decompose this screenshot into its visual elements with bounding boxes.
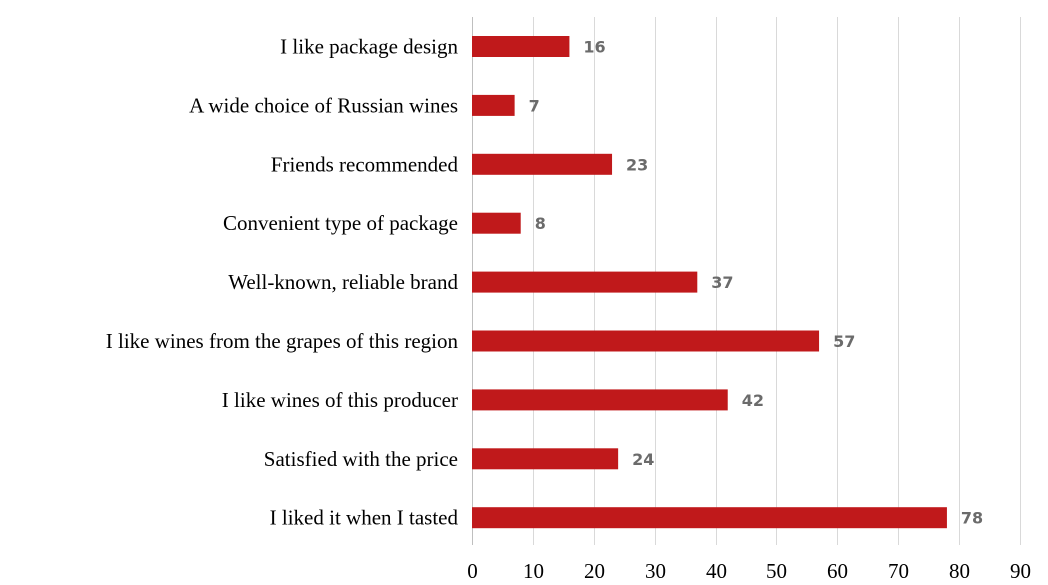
x-tick-label: 80 — [949, 559, 970, 583]
x-tick-label: 50 — [766, 559, 787, 583]
data-label: 8 — [535, 214, 546, 233]
category-label: I like package design — [280, 35, 458, 59]
category-label: I like wines from the grapes of this reg… — [106, 329, 459, 353]
category-label: Friends recommended — [271, 152, 459, 176]
bar — [472, 389, 728, 411]
bars — [472, 36, 947, 529]
x-tick-label: 70 — [888, 559, 909, 583]
data-label: 23 — [626, 155, 648, 174]
category-label: A wide choice of Russian wines — [189, 93, 458, 117]
bar — [472, 153, 613, 175]
category-label: Satisfied with the price — [264, 447, 458, 471]
category-labels: I like package design A wide choice of Ru… — [106, 35, 459, 530]
category-label: Convenient type of package — [223, 211, 458, 235]
bar — [472, 330, 820, 352]
data-label: 57 — [833, 332, 855, 351]
value-labels: 16 7 23 8 37 57 42 24 78 — [529, 38, 984, 528]
data-label: 42 — [742, 391, 764, 410]
x-tick-label: 20 — [584, 559, 605, 583]
bar — [472, 448, 619, 470]
bar — [472, 36, 570, 57]
data-label: 78 — [961, 509, 983, 528]
x-tick-labels: 0 10 20 30 40 50 60 70 80 90 — [467, 559, 1031, 583]
category-label: I liked it when I tasted — [270, 506, 459, 530]
x-tick-label: 0 — [467, 559, 478, 583]
x-tick-label: 30 — [645, 559, 666, 583]
x-tick-label: 40 — [706, 559, 727, 583]
data-label: 24 — [632, 450, 654, 469]
bar — [472, 271, 698, 293]
category-label: Well-known, reliable brand — [228, 270, 458, 294]
x-tick-label: 60 — [827, 559, 848, 583]
bar — [472, 94, 515, 116]
data-label: 37 — [711, 273, 733, 292]
data-label: 7 — [529, 96, 540, 115]
x-tick-label: 10 — [523, 559, 544, 583]
bar — [472, 212, 521, 234]
x-tick-label: 90 — [1010, 559, 1031, 583]
category-label: I like wines of this producer — [222, 388, 458, 412]
bar — [472, 507, 947, 529]
data-label: 16 — [583, 38, 605, 57]
gridlines — [472, 17, 1021, 545]
